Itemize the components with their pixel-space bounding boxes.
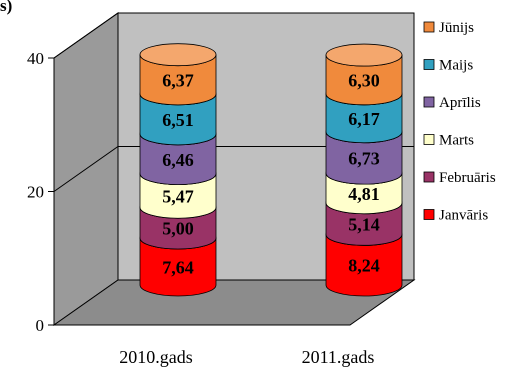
legend-swatch xyxy=(423,59,435,70)
data-label: 6,17 xyxy=(348,109,380,129)
data-label: 6,30 xyxy=(348,70,380,90)
data-label: 8,24 xyxy=(348,256,380,276)
cut-off-title-text: s) xyxy=(0,0,13,15)
x-tick-label: 2011.gads xyxy=(302,347,375,367)
data-label: 6,46 xyxy=(162,150,194,170)
data-label: 6,73 xyxy=(348,148,380,168)
legend-label: Maijs xyxy=(439,58,473,74)
gridline xyxy=(53,12,414,59)
data-label: 5,00 xyxy=(162,219,194,239)
data-label: 6,51 xyxy=(162,110,194,130)
gridline xyxy=(53,146,414,192)
legend-swatch xyxy=(423,134,435,145)
legend-swatch xyxy=(423,21,435,33)
data-label: 5,47 xyxy=(162,186,194,206)
bar-segment-top xyxy=(325,43,403,67)
bar-segment-top xyxy=(139,43,217,67)
legend-label: Aprīlis xyxy=(439,95,481,111)
legend-label: Marts xyxy=(439,133,474,149)
data-label: 4,81 xyxy=(348,184,380,204)
legend-label: Janvāris xyxy=(439,208,488,224)
data-label: 5,14 xyxy=(348,215,380,235)
data-label: 6,37 xyxy=(162,70,194,90)
y-tick-label: 20 xyxy=(27,183,44,202)
legend-swatch xyxy=(423,171,435,183)
y-tick-label: 40 xyxy=(27,49,44,68)
legend-swatch xyxy=(423,96,435,108)
data-label: 7,64 xyxy=(162,258,194,278)
legend-label: Jūnijs xyxy=(439,20,474,36)
legend-label: Februāris xyxy=(439,170,496,186)
y-tick-label: 0 xyxy=(36,316,45,335)
x-tick-label: 2010.gads xyxy=(119,347,193,367)
legend-swatch xyxy=(423,209,435,220)
